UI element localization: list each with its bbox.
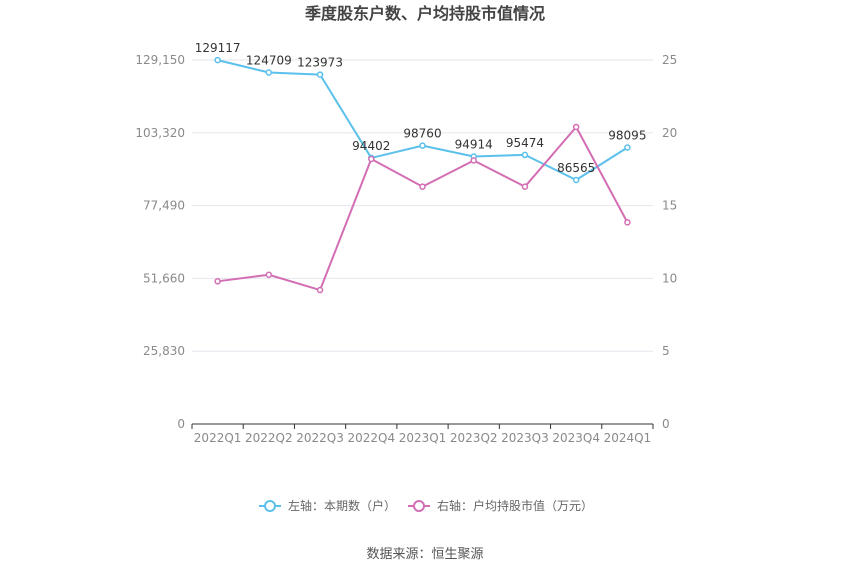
legend-right-label: 右轴：户均持股市值（万元） xyxy=(437,498,593,513)
legend-item-right-series[interactable]: 右轴：户均持股市值（万元） xyxy=(408,498,593,513)
right-series-point xyxy=(521,183,529,190)
left-series-point xyxy=(214,56,221,64)
data-label: 94402 xyxy=(352,139,390,153)
right-series-point xyxy=(470,157,477,164)
x-axis-tick-label: 2023Q3 xyxy=(501,431,549,445)
data-label: 98095 xyxy=(608,129,646,143)
x-axis-tick-label: 2023Q2 xyxy=(450,431,498,445)
data-label: 94914 xyxy=(455,137,493,151)
left-series-point xyxy=(624,144,631,151)
axes: 0 25,830 51,660 77,490 103,320 129,150 0 5 10 15 2… xyxy=(135,53,677,445)
legend-left-label: 左轴：本期数（户） xyxy=(288,498,396,513)
series-area xyxy=(214,56,631,294)
right-axis-tick-label: 20 xyxy=(662,126,677,140)
right-series-point xyxy=(368,155,375,163)
x-axis-tick-label: 2022Q4 xyxy=(347,431,395,445)
right-series-point xyxy=(624,219,631,226)
data-label: 86565 xyxy=(557,161,595,175)
chart-title: 季度股东户数、户均持股市值情况 xyxy=(304,4,545,23)
left-series-point xyxy=(265,69,273,76)
data-label: 129117 xyxy=(195,41,241,55)
right-axis-tick-label: 15 xyxy=(662,199,677,213)
data-labels: 129117 124709 123973 94402 98760 94914 95474 86… xyxy=(195,41,647,175)
left-series-point xyxy=(521,151,529,159)
legend-item-left-series[interactable]: 左轴：本期数（户） xyxy=(259,498,396,513)
right-series-point xyxy=(316,286,324,294)
left-series-point xyxy=(572,176,580,184)
left-series-point xyxy=(419,142,426,149)
data-label: 123973 xyxy=(297,56,343,70)
left-axis-tick-label: 103,320 xyxy=(135,126,185,140)
data-label: 95474 xyxy=(506,136,544,150)
x-axis-tick-label: 2022Q2 xyxy=(245,431,293,445)
right-axis-tick-label: 25 xyxy=(662,53,677,67)
data-label: 124709 xyxy=(246,54,292,68)
x-axis-tick-label: 2023Q1 xyxy=(399,431,447,445)
grid-lines xyxy=(192,59,653,352)
left-axis-tick-label: 129,150 xyxy=(135,53,185,67)
right-axis-tick-label: 5 xyxy=(662,344,670,358)
left-axis-tick-label: 25,830 xyxy=(143,344,185,358)
legend: 左轴：本期数（户） 右轴：户均持股市值（万元） xyxy=(259,498,593,513)
right-series-point xyxy=(572,123,580,131)
right-axis-tick-label: 0 xyxy=(662,417,670,431)
right-series-point xyxy=(419,183,426,190)
x-axis-tick-label: 2023Q4 xyxy=(552,431,600,445)
x-axis-tick-label: 2022Q3 xyxy=(296,431,344,445)
left-series-point xyxy=(316,71,324,78)
source-note: 数据来源：恒生聚源 xyxy=(366,547,483,562)
legend-left-marker xyxy=(264,500,276,512)
left-axis-tick-label: 0 xyxy=(177,417,185,431)
right-series-point xyxy=(265,271,273,279)
left-axis-tick-label: 51,660 xyxy=(143,271,185,285)
x-axis-tick-label: 2024Q1 xyxy=(604,431,652,445)
x-axis-tick-label: 2022Q1 xyxy=(194,431,242,445)
right-series-point xyxy=(214,278,221,285)
data-label: 98760 xyxy=(403,127,441,141)
legend-right-marker xyxy=(413,500,425,512)
right-series-line xyxy=(217,125,629,292)
right-axis-tick-label: 10 xyxy=(662,271,677,285)
left-axis-tick-label: 77,490 xyxy=(143,199,185,213)
